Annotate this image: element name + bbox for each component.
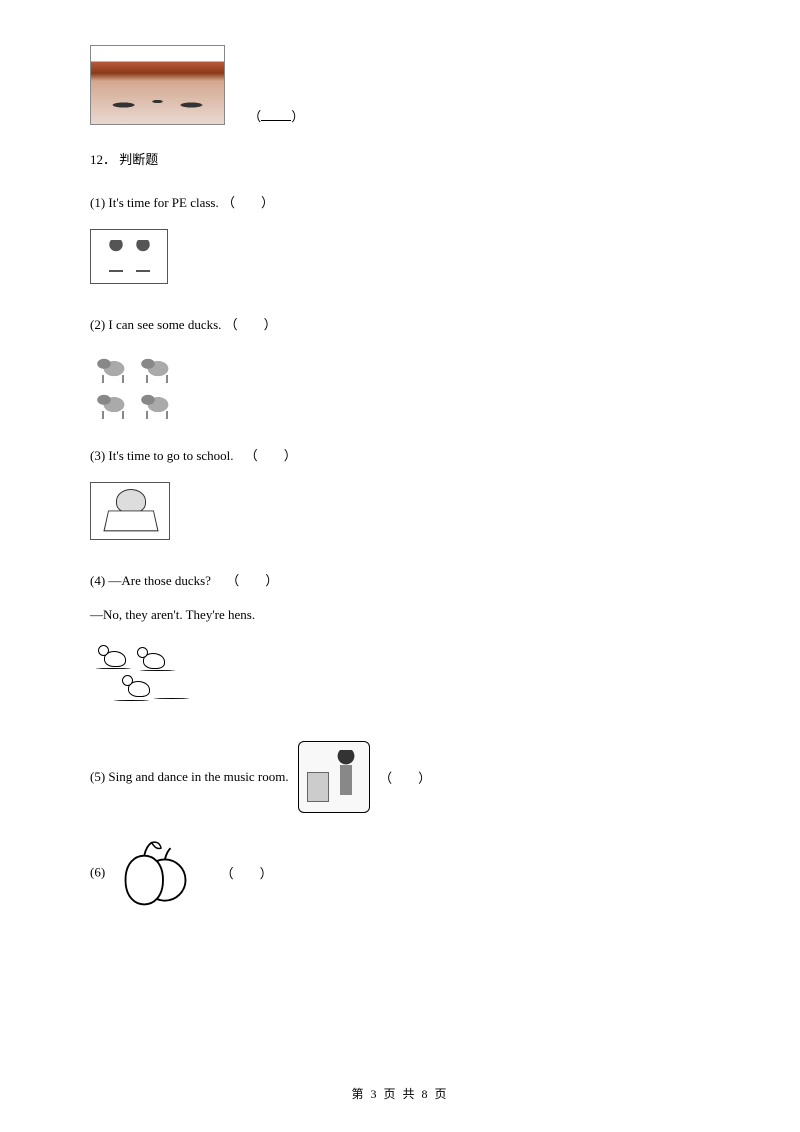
item-4-text2: —No, they aren't. They're hens. [90,607,710,623]
music-room-image [298,741,370,813]
cow-icon [134,351,174,383]
duck-icon [96,645,128,669]
item-text-line2: —No, they aren't. They're hens. [90,607,255,622]
answer-blank[interactable]: （ ） [245,448,297,463]
picnic-image [90,45,225,125]
item-1-image-row [90,229,710,288]
duck-image [90,641,200,711]
item-2-text: (2) I can see some ducks. （ ） [90,314,710,333]
cow-icon [134,387,174,419]
reading-image [90,482,170,540]
answer-blank[interactable]: （ ） [225,317,277,332]
pe-image [90,229,168,284]
answer-blank[interactable]: （ ） [222,195,274,210]
item-4-text: (4) —Are those ducks? （ ） [90,570,710,589]
item-text: It's time for PE class. [108,195,218,210]
item-label: (5) [90,769,105,784]
item-text: —Are those ducks? [108,573,211,588]
wave-icon [96,667,131,669]
answer-blank[interactable]: （ ） [221,866,273,881]
cow-icon [90,351,130,383]
q12-header: 12． 判断题 [90,149,710,168]
item-4-image-row [90,641,710,715]
duck-icon [135,647,167,671]
page-footer: 第 3 页 共 8 页 [0,1085,800,1102]
cow-icon [90,387,130,419]
wave-icon [154,697,189,699]
item-label: (4) [90,573,105,588]
wave-icon [114,699,149,701]
item-label: (2) [90,317,105,332]
duck-icon [120,675,152,699]
item-2-image-row [90,351,710,419]
item-3-image-row [90,482,710,544]
item-label: (6) [90,865,105,880]
cow-image [90,351,180,419]
item-label: (1) [90,195,105,210]
worksheet-content: （） 12． 判断题 (1) It's time for PE class. （… [90,45,710,910]
answer-blank[interactable]: （ ） [226,573,278,588]
item-text: Sing and dance in the music room. [108,769,288,784]
item-3-text: (3) It's time to go to school. （ ） [90,445,710,464]
item-label: (3) [90,448,105,463]
blank-line[interactable] [261,109,291,121]
intro-row: （） [90,45,710,125]
close-paren: ） [291,109,304,124]
open-paren: （ [248,109,261,124]
question-title: 判断题 [119,152,158,167]
item-text: It's time to go to school. [108,448,233,463]
answer-blank[interactable]: （ ） [379,771,431,786]
wave-icon [140,669,175,671]
dot: ． [103,152,116,167]
item-1-text: (1) It's time for PE class. （ ） [90,192,710,211]
item-text: I can see some ducks. [108,317,221,332]
apple-image [108,835,203,910]
item-6-row: (6) （ ） [90,835,710,910]
intro-blank: （） [248,109,304,124]
question-number: 12 [90,152,103,167]
item-5-row: (5) Sing and dance in the music room. （ … [90,741,710,813]
